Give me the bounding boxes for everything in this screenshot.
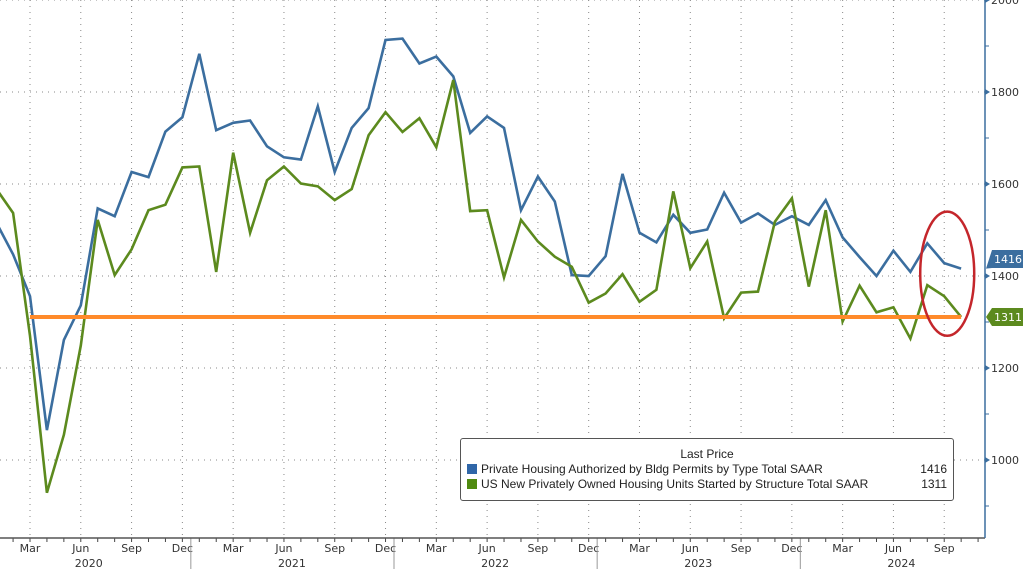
x-year-label: 2022 xyxy=(481,557,509,569)
x-year-label: 2023 xyxy=(684,557,712,569)
last-value-tag-text: 1311 xyxy=(994,311,1022,324)
y-tick-arrow xyxy=(985,0,990,3)
x-tick-label: Sep xyxy=(934,542,955,555)
legend-value-permits: 1416 xyxy=(920,461,947,476)
x-tick-label: Mar xyxy=(223,542,244,555)
x-tick-label: Dec xyxy=(172,542,193,555)
x-tick-label: Dec xyxy=(375,542,396,555)
x-tick-label: Jun xyxy=(478,542,496,555)
y-tick-arrow xyxy=(985,89,990,95)
y-tick-arrow xyxy=(985,181,990,187)
series-lines xyxy=(0,37,976,494)
highlight-ellipse xyxy=(918,210,976,338)
legend-item-starts: US New Privately Owned Housing Units Sta… xyxy=(461,476,953,491)
x-tick-label: Sep xyxy=(731,542,752,555)
legend-swatch-permits xyxy=(467,463,477,474)
legend-swatch-starts xyxy=(467,478,477,489)
y-tick-label: 1000 xyxy=(991,454,1019,467)
x-tick-label: Dec xyxy=(781,542,802,555)
series-line-permits xyxy=(0,37,962,431)
x-tick-label: Sep xyxy=(121,542,142,555)
x-year-label: 2021 xyxy=(278,557,306,569)
legend: Last Price Private Housing Authorized by… xyxy=(460,438,954,501)
legend-value-starts: 1311 xyxy=(921,476,947,491)
x-tick-label: Sep xyxy=(324,542,345,555)
y-tick-label: 1400 xyxy=(991,270,1019,283)
legend-label-permits: Private Housing Authorized by Bldg Permi… xyxy=(481,461,823,476)
legend-label-starts: US New Privately Owned Housing Units Sta… xyxy=(481,476,869,491)
last-value-tag-permits xyxy=(986,250,1023,269)
x-tick-label: Mar xyxy=(629,542,650,555)
x-tick-label: Jun xyxy=(681,542,699,555)
x-tick-label: Sep xyxy=(528,542,549,555)
x-tick-label: Mar xyxy=(426,542,447,555)
y-tick-label: 1200 xyxy=(991,362,1019,375)
y-tick-label: 1800 xyxy=(991,86,1019,99)
x-tick-label: Jun xyxy=(274,542,292,555)
y-tick-label: 1600 xyxy=(991,178,1019,191)
y-tick-arrow xyxy=(985,273,990,279)
x-tick-label: Jun xyxy=(884,542,902,555)
x-tick-label: Mar xyxy=(20,542,41,555)
y-tick-arrow xyxy=(985,457,990,463)
x-tick-label: Mar xyxy=(832,542,853,555)
legend-title: Last Price xyxy=(680,447,734,461)
x-tick-label: Dec xyxy=(578,542,599,555)
y-tick-label: 2000 xyxy=(991,0,1019,7)
x-year-label: 2020 xyxy=(75,557,103,569)
x-year-label: 2024 xyxy=(887,557,915,569)
series-line-starts xyxy=(0,79,963,494)
last-value-tags: 1416 1311 xyxy=(986,250,1023,326)
last-value-tag-text: 1416 xyxy=(994,253,1022,266)
y-tick-arrow xyxy=(985,365,990,371)
legend-item-permits: Private Housing Authorized by Bldg Permi… xyxy=(461,461,953,476)
x-tick-label: Jun xyxy=(71,542,89,555)
last-value-tag-starts xyxy=(986,307,1023,326)
